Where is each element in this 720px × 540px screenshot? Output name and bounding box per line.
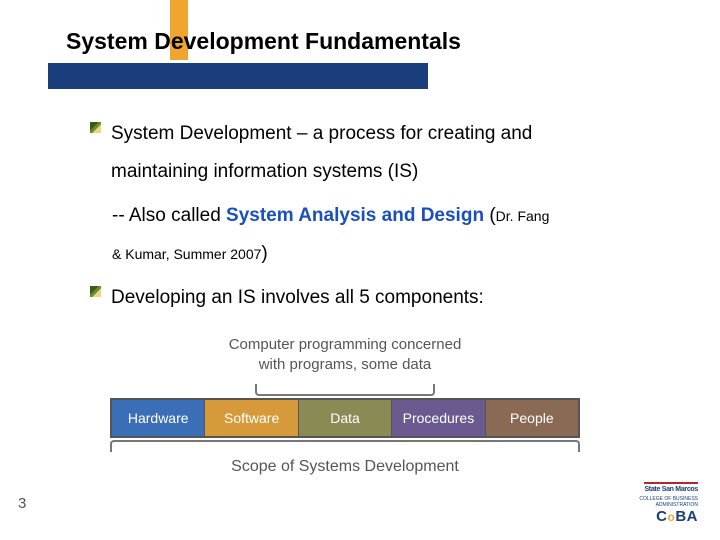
brace-bottom-icon <box>110 440 580 454</box>
logo-brand: CoBA <box>656 508 698 525</box>
text-line: System Development – a process for creat… <box>111 123 532 144</box>
text-line: Developing an IS involves all 5 componen… <box>111 287 484 308</box>
footer-logo: State San Marcos COLLEGE OF BUSINESS ADM… <box>608 478 698 522</box>
emphasis-text: System Analysis and Design <box>226 205 484 226</box>
text-part: ( <box>484 205 496 226</box>
logo-part: BA <box>675 508 698 525</box>
component-procedures: Procedures <box>392 400 485 436</box>
component-people: People <box>486 400 578 436</box>
text-line: maintaining information systems (IS) <box>111 161 418 182</box>
annotation-line: with programs, some data <box>259 356 432 373</box>
logo-university: State San Marcos <box>644 482 698 493</box>
brace-top-icon <box>255 382 435 396</box>
title-underline-bar <box>48 63 428 89</box>
bullet-text: Developing an IS involves all 5 componen… <box>111 279 484 317</box>
diagram-top-annotation: Computer programming concerned with prog… <box>110 335 580 376</box>
bullet-icon <box>90 286 101 297</box>
annotation-line: Computer programming concerned <box>229 336 462 353</box>
bullet-text: System Development – a process for creat… <box>111 115 532 191</box>
component-software: Software <box>205 400 298 436</box>
component-data: Data <box>299 400 392 436</box>
component-row: Hardware Software Data Procedures People <box>110 398 580 438</box>
components-diagram: Computer programming concerned with prog… <box>110 335 580 476</box>
slide-title: System Development Fundamentals <box>66 28 461 55</box>
bullet-item: Developing an IS involves all 5 componen… <box>90 279 670 317</box>
page-number: 3 <box>18 495 26 512</box>
logo-part: C <box>656 508 667 525</box>
component-hardware: Hardware <box>112 400 205 436</box>
bullet-item: System Development – a process for creat… <box>90 115 670 191</box>
text-part: ) <box>261 243 267 264</box>
bullet-icon <box>90 122 101 133</box>
logo-dept: COLLEGE OF BUSINESS ADMINISTRATION <box>608 496 698 508</box>
text-part: -- Also called <box>112 205 226 226</box>
citation-text: Dr. Fang <box>496 208 550 224</box>
citation-text: & Kumar, Summer 2007 <box>112 246 261 262</box>
diagram-bottom-annotation: Scope of Systems Development <box>110 458 580 476</box>
content-area: System Development – a process for creat… <box>90 115 670 323</box>
sub-bullet: -- Also called System Analysis and Desig… <box>112 197 670 273</box>
